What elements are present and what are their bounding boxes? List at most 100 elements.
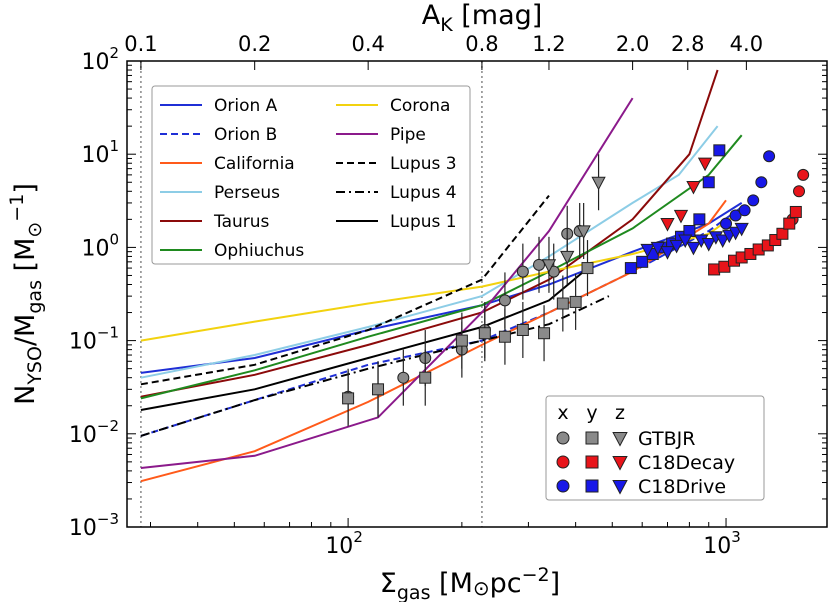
legend-marker-c18decay-circle xyxy=(556,455,570,469)
top-tick-label-1: 0.2 xyxy=(238,32,271,56)
legend-marker-c18drive-square xyxy=(585,479,599,493)
legend-label-perseus: Perseus xyxy=(214,183,280,203)
legend-model-header-y: y xyxy=(586,402,597,424)
legend-model-label-c18drive: C18Drive xyxy=(638,476,726,498)
point-c18drive-square-8 xyxy=(702,176,715,189)
point-c18decay-square-9 xyxy=(783,217,796,230)
legend-lines: Orion A Orion B California Perseus Taurus Oph… xyxy=(151,85,471,265)
point-c18drive-circle-2 xyxy=(738,204,751,217)
legend-model-label-c18decay: C18Decay xyxy=(638,452,735,474)
point-c18drive-triangle-5 xyxy=(686,241,701,256)
top-tick-label-5: 2.0 xyxy=(616,32,649,56)
legend-lines-frame xyxy=(151,85,471,265)
point-c18drive-circle-1 xyxy=(729,209,742,222)
point-gtbjr-triangle-2 xyxy=(576,225,591,240)
top-tick-label-0: 0.1 xyxy=(124,32,157,56)
point-c18drive-triangle-9 xyxy=(715,234,730,249)
legend-marker-c18drive-triangle xyxy=(612,479,628,495)
point-c18drive-circle-0 xyxy=(720,217,733,230)
point-c18decay-square-0 xyxy=(708,263,721,276)
top-tick-label-6: 2.8 xyxy=(671,32,704,56)
point-gtbjr-square-7 xyxy=(538,327,551,340)
point-c18decay-square-7 xyxy=(769,234,782,247)
legend-label-lupus-1: Lupus 1 xyxy=(390,212,457,232)
top-axis-label: AK [mag] xyxy=(422,0,543,36)
legend-label-lupus-4: Lupus 4 xyxy=(390,183,457,203)
point-c18decay-square-8 xyxy=(776,227,789,240)
point-gtbjr-square-0 xyxy=(342,392,355,405)
top-tick-label-4: 1.2 xyxy=(532,32,565,56)
legend-label-corona: Corona xyxy=(390,96,450,116)
point-gtbjr-circle-6 xyxy=(498,294,511,307)
x-axis-label: Σgas [M⊙pc−2] xyxy=(380,564,560,602)
point-c18decay-square-10 xyxy=(789,205,802,218)
point-gtbjr-square-8 xyxy=(556,297,569,310)
point-c18drive-square-7 xyxy=(693,213,706,226)
point-gtbjr-triangle-1 xyxy=(560,250,575,265)
point-gtbjr-circle-8 xyxy=(533,258,546,271)
point-gtbjr-square-3 xyxy=(455,334,468,347)
legend-label-orion-a: Orion A xyxy=(214,96,278,116)
lines-layer xyxy=(140,69,743,483)
ticks-layer: 10−3 10−2 10−1 100 101 102 102 103 0.1 0.2 0.4 0.8 1… xyxy=(69,32,827,559)
legend-marker-gtbjr-square xyxy=(585,431,599,445)
point-gtbjr-square-2 xyxy=(419,371,432,384)
point-c18decay-triangle-3 xyxy=(697,157,713,172)
point-gtbjr-triangle-0 xyxy=(541,259,557,273)
point-c18decay-triangle-0 xyxy=(660,218,675,232)
top-tick-label-7: 4.0 xyxy=(730,32,763,56)
legend-label-taurus: Taurus xyxy=(213,212,270,232)
scatter-layer xyxy=(342,144,810,427)
series-line-orion-b xyxy=(140,206,743,437)
legend-model-header-x: x xyxy=(557,402,568,424)
series-line-pipe xyxy=(140,97,634,469)
point-c18drive-circle-3 xyxy=(747,194,760,207)
point-c18drive-triangle-3 xyxy=(669,239,684,254)
point-gtbjr-circle-7 xyxy=(516,265,529,278)
point-c18drive-circle-4 xyxy=(755,176,768,189)
legend-models-frame xyxy=(545,395,765,501)
point-c18decay-circle-1 xyxy=(793,185,806,198)
y-tick-label-3: 100 xyxy=(81,230,119,261)
point-gtbjr-square-9 xyxy=(569,295,582,308)
point-c18drive-triangle-1 xyxy=(650,241,665,256)
x-tick-label-0: 102 xyxy=(325,528,363,559)
point-gtbjr-square-1 xyxy=(372,383,385,396)
point-gtbjr-square-4 xyxy=(478,327,491,340)
legend-label-lupus-3: Lupus 3 xyxy=(390,154,457,174)
series-line-taurus xyxy=(140,69,719,398)
y-axis-label: NYSO/Mgas [M⊙−1] xyxy=(6,183,46,405)
point-c18drive-square-9 xyxy=(713,144,726,157)
point-gtbjr-circle-2 xyxy=(397,371,410,384)
legend-label-california: California xyxy=(214,154,295,174)
y-tick-label-0: 10−3 xyxy=(69,510,119,541)
y-tick-label-1: 10−2 xyxy=(69,417,119,448)
point-c18drive-triangle-7 xyxy=(701,237,716,252)
legend-marker-c18decay-square xyxy=(585,455,599,469)
plot-frame xyxy=(126,60,828,528)
legend-marker-c18drive-circle xyxy=(556,479,570,493)
y-tick-label-5: 102 xyxy=(81,44,119,75)
point-c18decay-triangle-1 xyxy=(673,209,689,224)
point-c18drive-square-1 xyxy=(636,255,649,268)
legend-marker-gtbjr-triangle xyxy=(612,431,628,447)
legend-model-header-z: z xyxy=(615,402,625,424)
point-gtbjr-triangle-3 xyxy=(591,176,606,191)
series-line-perseus xyxy=(140,125,719,379)
x-tick-label-1: 103 xyxy=(703,528,741,559)
point-gtbjr-square-5 xyxy=(498,330,511,343)
legend-label-ophiuchus: Ophiuchus xyxy=(214,241,304,261)
point-c18decay-square-1 xyxy=(718,260,731,273)
point-gtbjr-square-10 xyxy=(581,262,594,275)
top-tick-label-3: 0.8 xyxy=(465,32,498,56)
legend-label-orion-b: Orion B xyxy=(214,125,277,145)
point-c18drive-circle-5 xyxy=(763,150,776,163)
point-c18decay-triangle-2 xyxy=(686,180,701,195)
legend-label-pipe: Pipe xyxy=(390,125,426,145)
point-c18drive-triangle-0 xyxy=(640,243,655,258)
point-c18drive-triangle-4 xyxy=(678,234,693,249)
point-gtbjr-square-6 xyxy=(516,323,529,336)
series-line-california xyxy=(140,199,727,483)
